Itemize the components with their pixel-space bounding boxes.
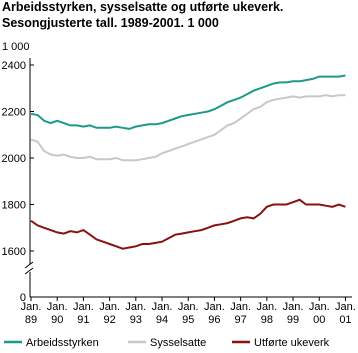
x-tick-label: Jan. 00	[309, 301, 330, 326]
y-tick-label: 1800	[2, 200, 26, 212]
y-tick-label: 2400	[2, 60, 26, 72]
legend-label: Arbeidsstyrken	[26, 337, 99, 349]
y-tick-label: 2000	[2, 153, 26, 165]
axis-break-mark	[24, 261, 34, 269]
x-tick-label: Jan. 94	[152, 301, 173, 326]
y-tick-label: 1600	[2, 246, 26, 258]
legend-label: Utførte ukeverk	[254, 337, 330, 349]
x-tick-label: Jan. 01	[335, 301, 356, 326]
axis-break-mark	[24, 267, 34, 275]
x-tick-label: Jan. 96	[204, 301, 225, 326]
chart-subtitle: Sesongjusterte tall. 1989-2001. 1 000	[2, 16, 219, 30]
x-tick-label: Jan. 98	[256, 301, 277, 326]
y-tick-label: 2200	[2, 107, 26, 119]
axis-break-gap	[24, 264, 36, 272]
x-tick-label: Jan. 93	[125, 301, 146, 326]
x-tick-label: Jan. 90	[47, 301, 68, 326]
x-tick-label: Jan. 89	[21, 301, 42, 326]
x-tick-label: Jan. 91	[73, 301, 94, 326]
x-tick-label: Jan. 99	[283, 301, 304, 326]
chart-title: Arbeidsstyrken, sysselsatte og utførte u…	[2, 0, 283, 14]
series-line	[30, 198, 346, 250]
x-tick-label: Jan. 92	[99, 301, 120, 326]
legend-label: Sysselsatte	[150, 337, 206, 349]
y-tick-label: 0	[20, 292, 26, 304]
series-line	[30, 94, 346, 162]
series-line	[30, 74, 346, 130]
y-unit: 1 000	[2, 41, 30, 53]
x-tick-label: Jan. 95	[178, 301, 199, 326]
x-tick-label: Jan. 97	[230, 301, 251, 326]
